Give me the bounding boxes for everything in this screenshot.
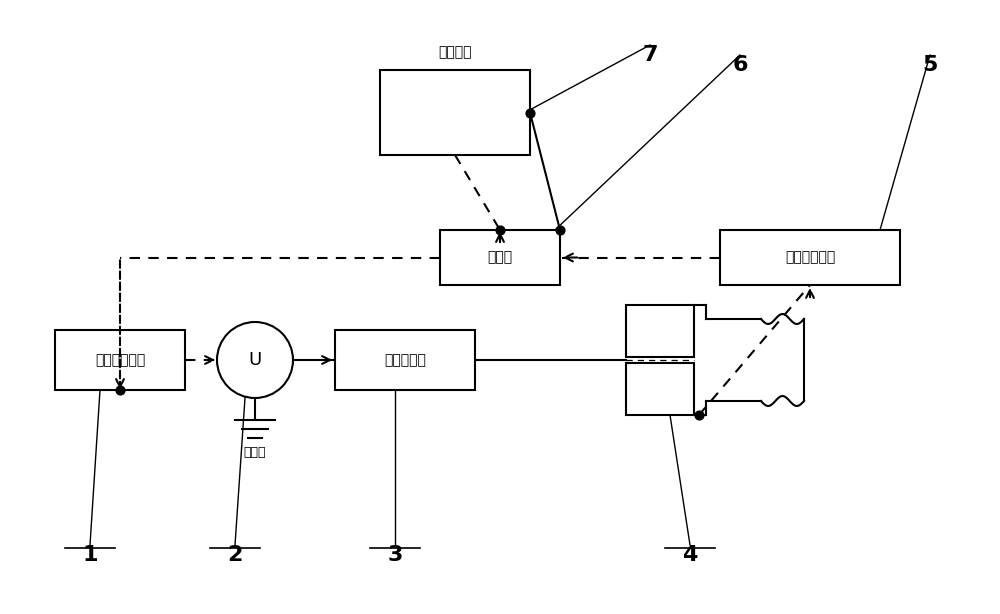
Text: 占空比控制器: 占空比控制器 — [95, 353, 145, 367]
Circle shape — [217, 322, 293, 398]
Text: 控制信号: 控制信号 — [438, 45, 472, 59]
Point — [691, 410, 707, 420]
Bar — [440, 230, 560, 285]
Bar — [626, 305, 694, 357]
Text: 电压源: 电压源 — [244, 446, 266, 459]
Text: 控制器: 控制器 — [487, 251, 513, 265]
Text: 电流检测器: 电流检测器 — [384, 353, 426, 367]
Text: 6: 6 — [732, 55, 748, 75]
Text: 7: 7 — [642, 45, 658, 65]
Point — [552, 225, 568, 235]
Text: 5: 5 — [922, 55, 938, 75]
Point — [522, 107, 538, 117]
Text: 压力传感系统: 压力传感系统 — [785, 251, 835, 265]
Text: 3: 3 — [387, 545, 403, 565]
Bar — [380, 70, 530, 155]
Point — [112, 385, 128, 395]
Bar — [720, 230, 900, 285]
Bar — [55, 330, 185, 390]
Text: 1: 1 — [82, 545, 98, 565]
Bar — [626, 363, 694, 415]
Bar — [335, 330, 475, 390]
Text: 4: 4 — [682, 545, 698, 565]
Point — [492, 225, 508, 235]
Text: 2: 2 — [227, 545, 243, 565]
Text: U: U — [248, 351, 262, 369]
